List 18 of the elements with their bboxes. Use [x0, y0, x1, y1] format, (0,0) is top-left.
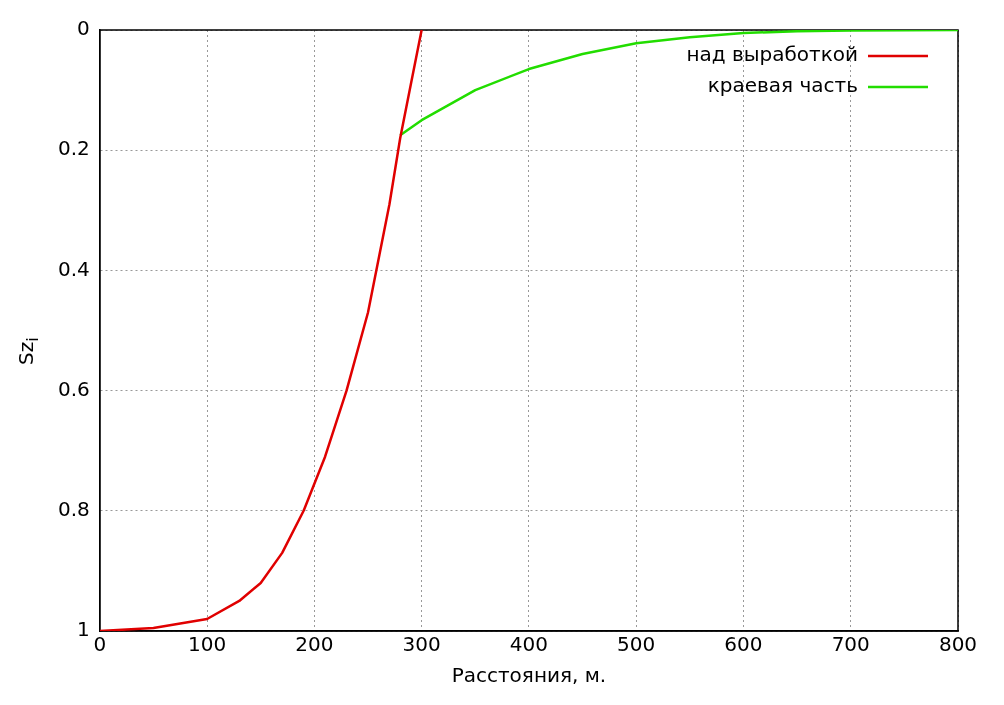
y-tick-label: 0.2 [57, 136, 90, 161]
y-tick-label: 1 [77, 617, 90, 642]
x-tick-label: 700 [831, 632, 870, 657]
x-tick-label: 600 [724, 632, 763, 657]
x-tick-label: 200 [295, 632, 334, 657]
y-tick-label: 0.8 [57, 497, 90, 521]
x-tick-label: 400 [509, 632, 548, 657]
y-tick-label: 0.6 [57, 376, 90, 401]
y-tick-label: 0 [77, 16, 90, 41]
legend-label: краевая часть [707, 73, 858, 98]
legend-label: над выработкой [686, 42, 858, 67]
x-tick-label: 500 [617, 632, 656, 657]
x-tick-label: 100 [187, 632, 227, 657]
x-tick-label: 300 [402, 632, 441, 657]
y-tick-label: 0.4 [57, 256, 90, 281]
x-tick-label: 800 [938, 632, 978, 657]
x-axis-title: Расстояния, м. [451, 663, 607, 688]
x-tick-label: 0 [93, 632, 107, 657]
